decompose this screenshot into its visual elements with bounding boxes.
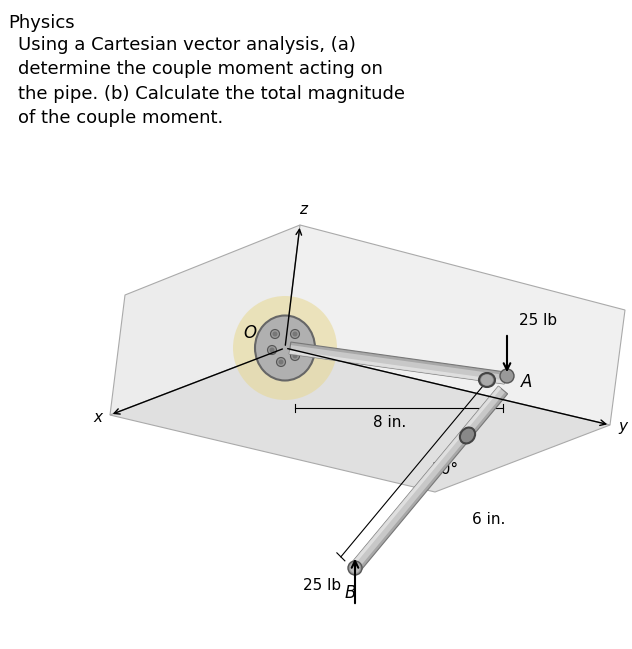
Text: 25 lb: 25 lb <box>303 578 341 593</box>
Text: y: y <box>618 419 627 434</box>
Text: 25 lb: 25 lb <box>519 313 557 328</box>
Polygon shape <box>110 348 610 492</box>
Polygon shape <box>110 225 300 415</box>
Circle shape <box>272 332 277 336</box>
Circle shape <box>350 563 360 573</box>
Circle shape <box>233 296 337 400</box>
Ellipse shape <box>481 374 493 386</box>
Circle shape <box>279 360 284 365</box>
Polygon shape <box>289 350 505 384</box>
Circle shape <box>293 332 298 336</box>
Circle shape <box>348 561 362 575</box>
Circle shape <box>291 330 300 339</box>
Circle shape <box>277 358 286 367</box>
Polygon shape <box>350 386 507 572</box>
Circle shape <box>291 352 300 360</box>
Text: O: O <box>243 324 256 342</box>
Ellipse shape <box>255 315 315 380</box>
Circle shape <box>500 369 514 383</box>
Circle shape <box>269 347 274 352</box>
Circle shape <box>293 354 298 358</box>
Text: B: B <box>344 584 356 602</box>
Circle shape <box>270 330 279 339</box>
Polygon shape <box>350 386 501 567</box>
Polygon shape <box>289 342 506 384</box>
Text: 6 in.: 6 in. <box>472 513 506 528</box>
Text: A: A <box>521 373 532 391</box>
Text: Physics: Physics <box>8 14 75 32</box>
Ellipse shape <box>460 428 475 443</box>
Polygon shape <box>291 342 506 375</box>
Text: 30°: 30° <box>432 462 459 477</box>
Ellipse shape <box>479 373 495 387</box>
Text: 8 in.: 8 in. <box>374 415 406 430</box>
Text: Using a Cartesian vector analysis, (a)
determine the couple moment acting on
the: Using a Cartesian vector analysis, (a) d… <box>18 36 405 127</box>
Polygon shape <box>357 392 507 572</box>
Circle shape <box>267 345 277 354</box>
Polygon shape <box>285 225 625 425</box>
Text: x: x <box>93 410 102 424</box>
Text: z: z <box>299 202 307 217</box>
